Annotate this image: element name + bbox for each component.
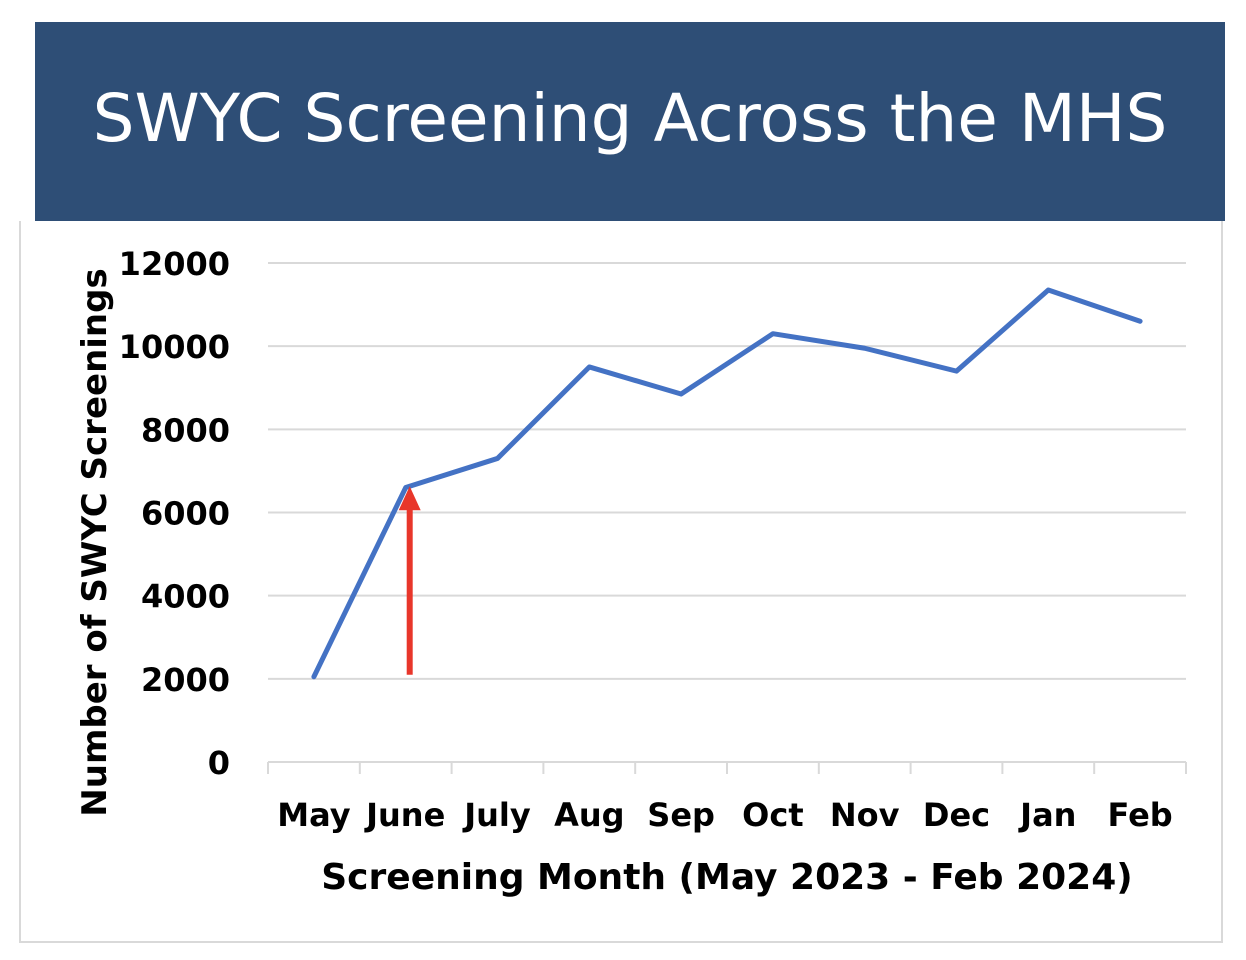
x-tick-label: Oct (742, 796, 803, 834)
title-banner: SWYC Screening Across the MHS (35, 22, 1225, 221)
series-line (311, 287, 1143, 680)
y-tick-label: 6000 (141, 495, 230, 533)
x-tick-label: July (462, 796, 531, 834)
annotation-arrow-head (398, 486, 421, 511)
x-axis-title: Screening Month (May 2023 - Feb 2024) (321, 857, 1132, 898)
y-tick-label: 12000 (119, 245, 230, 283)
x-tick-label: Aug (554, 796, 624, 834)
x-tick-label: Dec (923, 796, 990, 834)
y-tick-label: 10000 (119, 328, 230, 366)
y-tick-label: 4000 (141, 578, 230, 616)
chart-frame (19, 221, 1223, 943)
x-tick-label: Sep (647, 796, 715, 834)
y-axis-title: Number of SWYC Screenings (75, 268, 115, 816)
y-tick-label: 2000 (141, 661, 230, 699)
x-tick-label: Jan (1018, 796, 1076, 834)
y-tick-label: 0 (208, 744, 230, 782)
x-tick-label: Feb (1108, 796, 1173, 834)
x-tick-label: Nov (830, 796, 900, 834)
page-title: SWYC Screening Across the MHS (92, 80, 1168, 157)
x-tick-label: May (277, 796, 350, 834)
y-tick-label: 8000 (141, 411, 230, 449)
x-tick-label: June (364, 796, 445, 834)
